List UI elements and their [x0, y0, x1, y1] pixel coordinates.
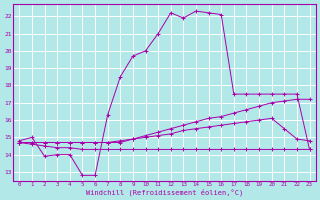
- X-axis label: Windchill (Refroidissement éolien,°C): Windchill (Refroidissement éolien,°C): [86, 188, 243, 196]
